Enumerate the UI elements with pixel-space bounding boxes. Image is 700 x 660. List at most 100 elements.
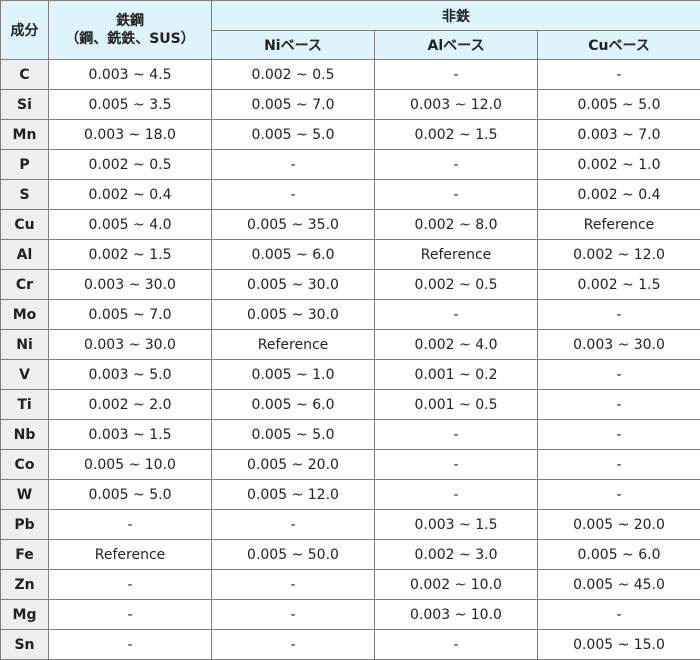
al-base-value-cell: 0.002 ~ 1.5 [374, 119, 538, 150]
table-row: Co 0.005 ~ 10.0 0.005 ~ 20.0- - [0, 449, 700, 480]
table-row: Cr 0.003 ~ 30.0 0.005 ~ 30.0 0.002 ~ 0.5 0.0… [0, 269, 700, 300]
steel-value-cell: 0.002 ~ 2.0 [48, 389, 212, 420]
al-base-value-cell: - [374, 629, 538, 660]
element-cell: W [0, 479, 49, 510]
ni-base-value-cell: 0.005 ~ 5.0 [211, 419, 375, 450]
al-base-value-cell: 0.001 ~ 0.5 [374, 389, 538, 420]
ni-base-value-cell: - [211, 149, 375, 180]
table-row: Ti 0.002 ~ 2.0 0.005 ~ 6.0 0.001 ~ 0.5- [0, 389, 700, 420]
al-base-value-cell: - [374, 179, 538, 210]
al-base-value-cell: - [374, 449, 538, 480]
ni-base-value-cell: 0.005 ~ 30.0 [211, 299, 375, 330]
ni-base-value-cell: 0.005 ~ 6.0 [211, 389, 375, 420]
ni-base-column-header: Niベース [211, 30, 375, 60]
al-base-column-header: Alベース [374, 30, 538, 60]
header-row-top: 成分 鉄鋼 （鋼、銑鉄、SUS） 非鉄 [0, 0, 700, 60]
steel-value-cell: 0.002 ~ 0.5 [48, 149, 212, 180]
al-base-value-cell: Reference [374, 239, 538, 270]
table-row: Pb - -0.003 ~ 1.5 0.005 ~ 20.0 [0, 509, 700, 540]
table-row: Cu 0.005 ~ 4.0 0.005 ~ 35.0 0.002 ~ 8.0 Refe… [0, 209, 700, 240]
ni-base-value-cell: 0.005 ~ 30.0 [211, 269, 375, 300]
steel-value-cell: 0.003 ~ 1.5 [48, 419, 212, 450]
table-row: Nb 0.003 ~ 1.5 0.005 ~ 5.0- - [0, 419, 700, 450]
cu-base-value-cell: 0.003 ~ 7.0 [536, 119, 700, 150]
cu-base-value-cell: 0.002 ~ 12.0 [536, 239, 700, 270]
al-base-value-cell: 0.003 ~ 10.0 [374, 599, 538, 630]
ni-base-value-cell: 0.005 ~ 7.0 [211, 89, 375, 120]
ni-base-value-cell: 0.005 ~ 5.0 [211, 119, 375, 150]
table-row: Mn 0.003 ~ 18.0 0.005 ~ 5.0 0.002 ~ 1.5 0.00… [0, 119, 700, 150]
steel-value-cell: Reference [48, 539, 212, 570]
steel-value-cell: 0.005 ~ 7.0 [48, 299, 212, 330]
al-base-value-cell: 0.002 ~ 4.0 [374, 329, 538, 360]
table-row: Al 0.002 ~ 1.5 0.005 ~ 6.0 Reference 0.002 ~… [0, 239, 700, 270]
al-base-value-cell: 0.002 ~ 0.5 [374, 269, 538, 300]
element-cell: Cu [0, 209, 49, 240]
ni-base-value-cell: 0.005 ~ 35.0 [211, 209, 375, 240]
cu-base-value-cell: 0.005 ~ 15.0 [536, 629, 700, 660]
al-base-value-cell: 0.002 ~ 3.0 [374, 539, 538, 570]
steel-value-cell: - [48, 569, 212, 600]
cu-base-value-cell: - [536, 59, 700, 90]
al-base-value-cell: - [374, 299, 538, 330]
cu-base-value-cell: 0.002 ~ 0.4 [536, 179, 700, 210]
nonferrous-group-header: 非鉄 [210, 0, 700, 31]
element-cell: Zn [0, 569, 49, 600]
al-base-value-cell: 0.002 ~ 10.0 [374, 569, 538, 600]
steel-column-header: 鉄鋼 （鋼、銑鉄、SUS） [48, 0, 212, 60]
al-base-value-cell: - [374, 149, 538, 180]
element-cell: Si [0, 89, 49, 120]
table-row: Si 0.005 ~ 3.5 0.005 ~ 7.0 0.003 ~ 12.0 0.00… [0, 89, 700, 120]
cu-base-value-cell: 0.005 ~ 45.0 [536, 569, 700, 600]
cu-base-value-cell: - [536, 389, 700, 420]
cu-base-value-cell: - [536, 359, 700, 390]
cu-base-value-cell: 0.005 ~ 6.0 [536, 539, 700, 570]
element-cell: Nb [0, 419, 49, 450]
cu-base-value-cell: - [536, 299, 700, 330]
steel-header-title: 鉄鋼 [116, 13, 144, 29]
ni-base-value-cell: - [211, 569, 375, 600]
table-row: Fe Reference 0.005 ~ 50.0 0.002 ~ 3.0 0.005 … [0, 539, 700, 570]
steel-value-cell: 0.003 ~ 4.5 [48, 59, 212, 90]
ni-base-value-cell: - [211, 599, 375, 630]
table-body: C 0.003 ~ 4.5 0.002 ~ 0.5- - Si 0.005 ~ 3.5 0.… [0, 59, 700, 660]
ni-base-value-cell: 0.005 ~ 12.0 [211, 479, 375, 510]
element-cell: Ni [0, 329, 49, 360]
cu-base-value-cell: - [536, 419, 700, 450]
cu-base-value-cell: 0.005 ~ 20.0 [536, 509, 700, 540]
element-cell: C [0, 59, 49, 90]
table-row: V 0.003 ~ 5.0 0.005 ~ 1.0 0.001 ~ 0.2- [0, 359, 700, 390]
al-base-value-cell: 0.002 ~ 8.0 [374, 209, 538, 240]
cu-base-value-cell: Reference [536, 209, 700, 240]
table-row: Sn - - -0.005 ~ 15.0 [0, 629, 700, 660]
element-cell: Mg [0, 599, 49, 630]
cu-base-value-cell: - [536, 599, 700, 630]
element-cell: Cr [0, 269, 49, 300]
ni-base-value-cell: 0.005 ~ 1.0 [211, 359, 375, 390]
ni-base-value-cell: 0.005 ~ 50.0 [211, 539, 375, 570]
steel-value-cell: - [48, 509, 212, 540]
element-cell: Al [0, 239, 49, 270]
element-cell: Fe [0, 539, 49, 570]
steel-value-cell: 0.005 ~ 4.0 [48, 209, 212, 240]
al-base-value-cell: - [374, 59, 538, 90]
al-base-value-cell: - [374, 479, 538, 510]
table-row: Ni 0.003 ~ 30.0 Reference 0.002 ~ 4.0 0.003 … [0, 329, 700, 360]
element-cell: Co [0, 449, 49, 480]
cu-base-value-cell: - [536, 449, 700, 480]
table-row: W 0.005 ~ 5.0 0.005 ~ 12.0- - [0, 479, 700, 510]
table-row: C 0.003 ~ 4.5 0.002 ~ 0.5- - [0, 59, 700, 90]
element-cell: Sn [0, 629, 49, 660]
ni-base-value-cell: - [211, 509, 375, 540]
steel-value-cell: 0.005 ~ 5.0 [48, 479, 212, 510]
ni-base-value-cell: Reference [211, 329, 375, 360]
steel-value-cell: 0.002 ~ 0.4 [48, 179, 212, 210]
table-row: Mo 0.005 ~ 7.0 0.005 ~ 30.0- - [0, 299, 700, 330]
ni-base-value-cell: 0.002 ~ 0.5 [211, 59, 375, 90]
table-row: S 0.002 ~ 0.4- -0.002 ~ 0.4 [0, 179, 700, 210]
element-cell: V [0, 359, 49, 390]
element-cell: Mo [0, 299, 49, 330]
table-row: P 0.002 ~ 0.5- -0.002 ~ 1.0 [0, 149, 700, 180]
steel-value-cell: - [48, 629, 212, 660]
